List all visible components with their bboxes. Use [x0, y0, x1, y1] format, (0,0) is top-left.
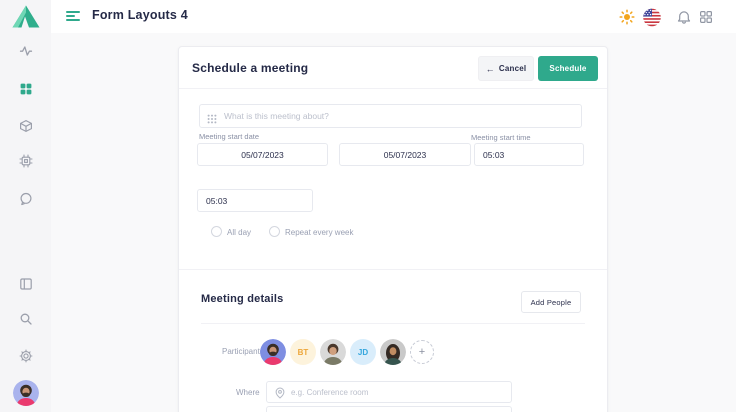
sidebar-item-forms-active[interactable]	[0, 81, 51, 97]
add-people-label: Add People	[530, 297, 572, 307]
card-header: Schedule a meeting ← Cancel Schedule	[179, 47, 607, 89]
participant-avatar-photo	[380, 339, 406, 365]
sidebar	[0, 0, 51, 412]
menu-toggle-icon[interactable]	[66, 11, 80, 22]
chat-icon	[19, 192, 33, 206]
participants-label: Participants	[222, 347, 264, 356]
all-day-label[interactable]: All day	[227, 228, 252, 237]
plus-icon: +	[418, 346, 426, 358]
cube-icon	[19, 119, 33, 133]
participant-avatar-initials: BT	[290, 339, 316, 365]
user-avatar	[12, 380, 39, 406]
schedule-meeting-card: Schedule a meeting ← Cancel Schedule Mee…	[178, 46, 608, 412]
sidebar-item-chat[interactable]	[0, 191, 51, 207]
grid-icon	[19, 82, 33, 96]
meeting-details-title: Meeting details	[201, 293, 284, 305]
where-label: Where	[236, 388, 260, 397]
back-arrow-icon: ←	[485, 63, 495, 74]
details-divider	[201, 323, 585, 324]
apps-grid-icon[interactable]	[697, 8, 715, 26]
start-date-label: Meeting start date	[199, 132, 260, 141]
end-date-input[interactable]	[339, 143, 471, 166]
activity-icon	[19, 44, 33, 58]
page-title: Form Layouts 4	[92, 8, 188, 22]
language-flag-icon[interactable]	[643, 8, 661, 26]
sidebar-item-activity[interactable]	[0, 43, 51, 59]
participant-avatar-initials: JD	[350, 339, 376, 365]
schedule-button[interactable]: Schedule	[538, 56, 598, 81]
end-time-input[interactable]	[197, 189, 313, 212]
start-time-input[interactable]	[474, 143, 584, 166]
all-day-radio[interactable]	[211, 226, 222, 237]
repeat-label[interactable]: Repeat every week	[285, 228, 354, 237]
cancel-button-label: Cancel	[498, 64, 527, 73]
sidebar-item-search[interactable]	[0, 311, 51, 327]
add-participant-button[interactable]: +	[410, 340, 434, 364]
app-logo[interactable]	[0, 0, 51, 33]
partial-bottom-input[interactable]	[266, 406, 512, 412]
cpu-icon	[18, 154, 33, 168]
where-input[interactable]	[266, 381, 512, 403]
card-title: Schedule a meeting	[192, 61, 309, 75]
sidebar-item-components[interactable]	[0, 118, 51, 134]
search-icon	[19, 312, 33, 326]
theme-sun-icon[interactable]	[618, 8, 636, 26]
notifications-bell-icon[interactable]	[675, 8, 693, 26]
sidebar-item-layout[interactable]	[0, 276, 51, 292]
settings-gear-icon	[19, 349, 33, 363]
sidebar-item-extra[interactable]	[0, 153, 51, 169]
cancel-button[interactable]: ← Cancel	[478, 56, 534, 81]
participant-avatar-photo	[320, 339, 346, 365]
meeting-about-input[interactable]	[199, 104, 582, 128]
start-time-label: Meeting start time	[471, 133, 531, 142]
top-header: Form Layouts 4	[51, 0, 736, 33]
sidebar-item-settings[interactable]	[0, 348, 51, 364]
add-people-button[interactable]: Add People	[521, 291, 581, 313]
sidebar-profile[interactable]	[0, 380, 51, 406]
start-date-input[interactable]	[197, 143, 328, 166]
repeat-radio[interactable]	[269, 226, 280, 237]
triangle-logo-icon	[12, 5, 39, 28]
schedule-button-label: Schedule	[549, 64, 587, 73]
section-divider	[179, 269, 607, 270]
participant-avatar-photo	[260, 339, 286, 365]
layout-icon	[19, 277, 33, 291]
